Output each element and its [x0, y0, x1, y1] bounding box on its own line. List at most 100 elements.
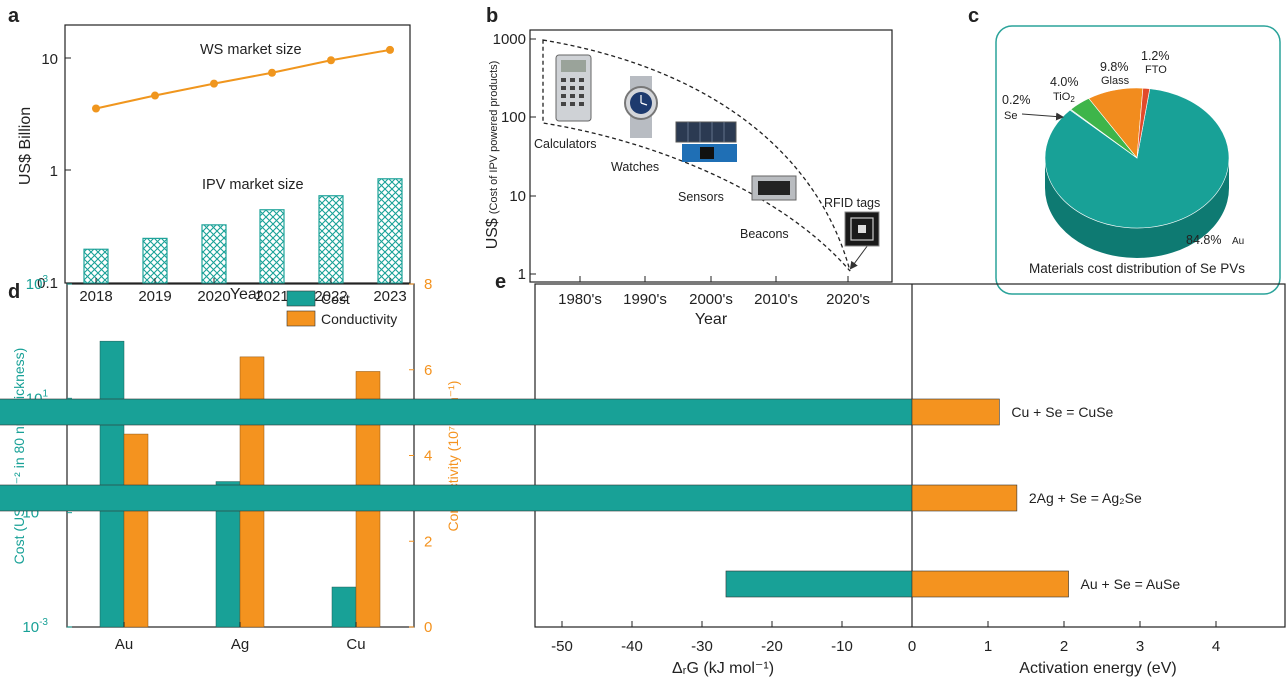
d-rtick-8: 8 [424, 276, 432, 293]
e-ea-bar-2 [911, 570, 1069, 598]
e-dg-bar-1 [0, 484, 913, 512]
panel-e: e Cu + Se = CuSe 2Ag + Se = Ag₂Se Au + Se … [0, 271, 1286, 677]
d-legend: Cost Conductivity [286, 290, 397, 327]
c-tio2-pct: 4.0% [1050, 75, 1079, 89]
a-xtick-2019: 2019 [138, 288, 171, 305]
d-cond-bar-Au [123, 433, 149, 628]
d-rtick-0: 0 [424, 619, 432, 636]
c-glass-label: Glass [1101, 75, 1130, 87]
calculator-icon [555, 54, 592, 122]
a-ylabel: US$ Billion [17, 107, 34, 185]
a-ipv-label: IPV market size [202, 177, 304, 193]
c-au-pct: 84.8% [1186, 233, 1221, 247]
e-ltick--30: -30 [691, 638, 713, 655]
d-cost-bar-Cu [331, 586, 357, 628]
a-ws-line [95, 48, 391, 110]
a-xtick-2020: 2020 [197, 288, 230, 305]
c-slice-fto [1136, 87, 1151, 159]
d-xtick-Cu: Cu [346, 636, 365, 653]
e-rtick-2: 2 [1060, 638, 1068, 655]
b-ytick-3: 1 [518, 266, 526, 283]
a-ipv-bar-2022 [318, 195, 344, 284]
b-ytick-0: 1000 [493, 31, 526, 48]
a-xtick-2021: 2021 [255, 288, 288, 305]
e-ltick--10: -10 [831, 638, 853, 655]
c-fto-pct: 1.2% [1141, 49, 1170, 63]
watch-icon [624, 76, 658, 138]
c-se-pct: 0.2% [1002, 93, 1031, 107]
e-rtick-3: 3 [1136, 638, 1144, 655]
c-frame [995, 25, 1281, 295]
d-legend-cost: Cost [321, 291, 350, 307]
rfid-tag-icon [844, 211, 880, 247]
a-ws-label: WS market size [200, 42, 302, 58]
a-xlabel: Year [230, 286, 263, 303]
a-ipv-bar-2023 [377, 178, 403, 284]
a-ws-point-2019 [151, 91, 159, 100]
panel-c: c 0.2% Se 4.0% TiO2 9.8% Glass 1.2% FTO … [968, 5, 1281, 295]
b-ylabel: US$ (Cost of IPV powered products) [484, 61, 501, 250]
c-glass-pct: 9.8% [1100, 60, 1129, 74]
a-ws-point-2020 [210, 79, 218, 88]
b-annot-beacons: Beacons [740, 227, 789, 241]
b-annot-rfid: RFID tags [824, 196, 880, 210]
a-xtick-2023: 2023 [373, 288, 406, 305]
c-tio2-label: TiO2 [1053, 91, 1075, 104]
b-annot-sensors: Sensors [678, 190, 724, 204]
e-ltick--20: -20 [761, 638, 783, 655]
d-ltick-3: 103 [26, 274, 49, 293]
panel-b: b 1000 100 10 1 1980's 1990's 2000's 2010's… [484, 5, 893, 328]
axes-frame-e [534, 283, 1286, 628]
b-cost-envelope [542, 39, 851, 272]
d-rtick-6: 6 [424, 362, 432, 379]
c-se-label: Se [1004, 110, 1017, 122]
d-cost-bar-Au [99, 340, 125, 628]
panel-label-d: d [8, 281, 20, 303]
a-ws-point-2018 [92, 104, 100, 113]
d-xtick-Ag: Ag [231, 636, 249, 653]
c-fto-label: FTO [1145, 64, 1167, 76]
e-ltick-0: 0 [908, 638, 916, 655]
d-rtick-4: 4 [424, 448, 432, 465]
b-annot-watches: Watches [611, 160, 659, 174]
axes-frame-a [64, 24, 411, 284]
a-xtick-2018: 2018 [79, 288, 112, 305]
b-xtick-0: 1980's [558, 291, 602, 308]
e-rtick-4: 4 [1212, 638, 1220, 655]
b-xtick-3: 2010's [754, 291, 798, 308]
a-ipv-bar-2019 [142, 237, 168, 284]
panel-label-c: c [968, 5, 979, 27]
c-title: Materials cost distribution of Se PVs [1029, 261, 1245, 276]
c-pie-side [1045, 158, 1229, 258]
panel-label-e: e [495, 271, 506, 293]
panel-a: a 10 1 0.1 2018 2019 2020 2021 2022 2023 US$ … [8, 5, 411, 305]
d-rtick-2: 2 [424, 533, 432, 550]
panel-label-b: b [486, 5, 498, 27]
e-reaction-label-1: 2Ag + Se = Ag₂Se [1029, 490, 1142, 506]
a-xtick-2022: 2022 [314, 288, 347, 305]
e-reaction-label-2: Au + Se = AuSe [1081, 576, 1181, 592]
a-ws-point-2022 [327, 56, 335, 65]
b-ytick-2: 10 [509, 188, 526, 205]
b-ylabel-note: (Cost of IPV powered products) [488, 61, 500, 214]
sensor-icon [675, 121, 737, 162]
e-xlabel-right: Activation energy (eV) [1019, 660, 1176, 677]
e-ea-bar-1 [911, 484, 1018, 512]
d-legend-conductivity: Conductivity [321, 311, 397, 327]
a-ytick-2: 0.1 [37, 275, 58, 292]
e-dg-bar-2 [725, 570, 913, 598]
a-ipv-bar-2021 [259, 209, 285, 284]
b-xtick-2: 2000's [689, 291, 733, 308]
a-ipv-bar-2018 [83, 248, 109, 284]
a-ws-point-2021 [268, 68, 276, 77]
panel-label-a: a [8, 5, 20, 27]
d-ltick-0: 10-3 [22, 617, 48, 636]
b-ylabel-main: US$ [484, 218, 501, 249]
a-ytick-0: 10 [41, 51, 58, 68]
b-ytick-1: 100 [501, 109, 526, 126]
e-ea-bar-0 [911, 398, 1000, 426]
e-xlabel-left: ΔᵣG (kJ mol⁻¹) [672, 660, 774, 677]
e-dg-bar-0 [0, 398, 913, 426]
